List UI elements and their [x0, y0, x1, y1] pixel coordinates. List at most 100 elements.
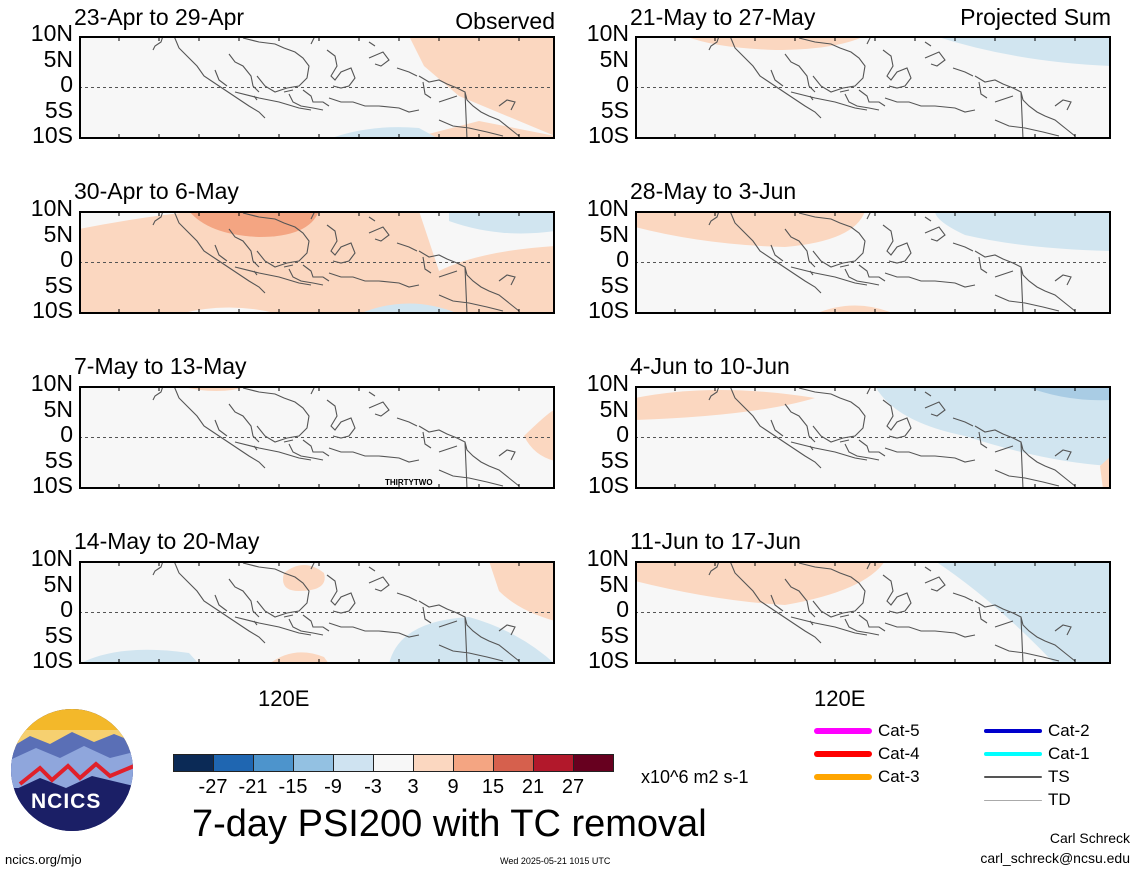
author-email: carl_schreck@ncsu.edu — [980, 850, 1130, 866]
panel-title: 30-Apr to 6-May — [74, 178, 239, 204]
negative-anomaly-region — [935, 561, 1111, 664]
lat-label: 5N — [599, 45, 629, 72]
legend-swatch — [814, 728, 872, 734]
lat-label: 5S — [600, 446, 629, 473]
map-plot — [635, 561, 1111, 664]
colorbar-tick-label: -15 — [278, 776, 308, 798]
map-plot — [635, 36, 1111, 139]
legend-swatch — [984, 776, 1042, 778]
lat-label: 10N — [30, 545, 73, 571]
figure-title: 7-day PSI200 with TC removal — [192, 803, 707, 845]
colorbar-tick-label: 21 — [521, 776, 545, 798]
lat-label: 10S — [588, 122, 629, 148]
map-frame — [635, 211, 1111, 314]
lat-label: 10N — [586, 370, 629, 396]
legend-item: Cat-4 — [814, 743, 920, 765]
colorbar-tick-label: -21 — [238, 776, 268, 798]
map-frame — [635, 386, 1111, 489]
panel-title: 4-Jun to 10-Jun — [630, 353, 790, 379]
positive-anomaly-region — [635, 390, 815, 420]
colorbar-cell — [333, 754, 374, 772]
lat-label: 0 — [60, 421, 73, 447]
legend-label: Cat-3 — [878, 767, 920, 786]
negative-anomaly-region — [1025, 386, 1111, 401]
colorbar-cell — [293, 754, 334, 772]
colorbar-cell — [453, 754, 494, 772]
negative-anomaly-region — [875, 386, 1111, 466]
colorbar-cell — [213, 754, 254, 772]
map-plot — [79, 386, 555, 489]
coastline — [708, 211, 1076, 314]
legend-swatch — [984, 799, 1042, 801]
map-plot — [635, 211, 1111, 314]
legend-item: TD — [984, 789, 1071, 811]
positive-anomaly-region — [409, 36, 555, 136]
map-plot — [79, 561, 555, 664]
legend-swatch — [814, 751, 872, 757]
colorbar-tick-label: -27 — [198, 776, 228, 798]
lat-label: 0 — [616, 71, 629, 97]
lat-label: 10S — [32, 122, 73, 148]
lat-label: 5N — [599, 570, 629, 597]
colorbar-tick-label: 3 — [407, 776, 419, 798]
lat-label: 5N — [43, 45, 73, 72]
coastline — [152, 211, 520, 314]
panel-title: 7-May to 13-May — [74, 353, 247, 379]
legend-swatch — [984, 752, 1042, 756]
colorbar-cell — [493, 754, 534, 772]
lat-label: 10N — [586, 195, 629, 221]
ncics-logo — [11, 709, 133, 831]
logo-text: NCICS — [31, 790, 102, 813]
colorbar-cell — [413, 754, 454, 772]
lat-label: 5S — [44, 271, 73, 298]
map-frame — [79, 386, 555, 489]
map-frame — [635, 36, 1111, 139]
lat-label: 0 — [60, 246, 73, 272]
negative-anomaly-region — [935, 211, 1111, 251]
legend-label: Cat-5 — [878, 721, 920, 740]
lat-label: 5S — [600, 96, 629, 123]
legend-label: Cat-1 — [1048, 744, 1090, 763]
coastline — [708, 561, 1076, 664]
coastline — [152, 561, 520, 664]
panel-title: 21-May to 27-May — [630, 4, 816, 30]
colorbar — [173, 754, 614, 772]
legend-item: Cat-3 — [814, 766, 920, 788]
map-panel — [635, 386, 1111, 489]
panel-title: 28-May to 3-Jun — [630, 178, 797, 204]
colorbar-cell — [253, 754, 294, 772]
legend-item: Cat-1 — [984, 743, 1090, 765]
legend-item: TS — [984, 766, 1070, 788]
lat-label: 0 — [616, 421, 629, 447]
colorbar-cell — [533, 754, 574, 772]
lat-label: 5N — [43, 395, 73, 422]
legend-label: Cat-4 — [878, 744, 920, 763]
map-frame — [79, 211, 555, 314]
negative-anomaly-region — [935, 36, 1111, 66]
map-panel — [79, 36, 555, 139]
positive-anomaly-region — [189, 211, 319, 237]
positive-anomaly-region — [635, 211, 865, 247]
legend-item: Cat-5 — [814, 720, 920, 742]
coastline — [708, 36, 1076, 139]
negative-anomaly-region — [389, 617, 555, 664]
site-url: ncics.org/mjo — [5, 852, 82, 867]
colorbar-tick-label: 15 — [481, 776, 505, 798]
coastline — [152, 386, 520, 489]
lat-label: 0 — [60, 596, 73, 622]
coastline — [708, 386, 1076, 489]
lat-label: 0 — [60, 71, 73, 97]
lat-label: 10S — [32, 297, 73, 323]
legend-label: TS — [1048, 767, 1070, 786]
lat-label: 0 — [616, 246, 629, 272]
negative-anomaly-region — [449, 211, 555, 234]
positive-anomaly-region — [635, 561, 885, 605]
legend-swatch — [984, 729, 1042, 733]
lat-label: 0 — [616, 596, 629, 622]
lat-label: 5N — [43, 570, 73, 597]
projected-sum-label: Projected Sum — [960, 4, 1111, 30]
map-frame — [635, 561, 1111, 664]
negative-anomaly-region — [329, 127, 439, 139]
observed-label: Observed — [455, 8, 555, 34]
positive-anomaly-region — [489, 561, 555, 621]
